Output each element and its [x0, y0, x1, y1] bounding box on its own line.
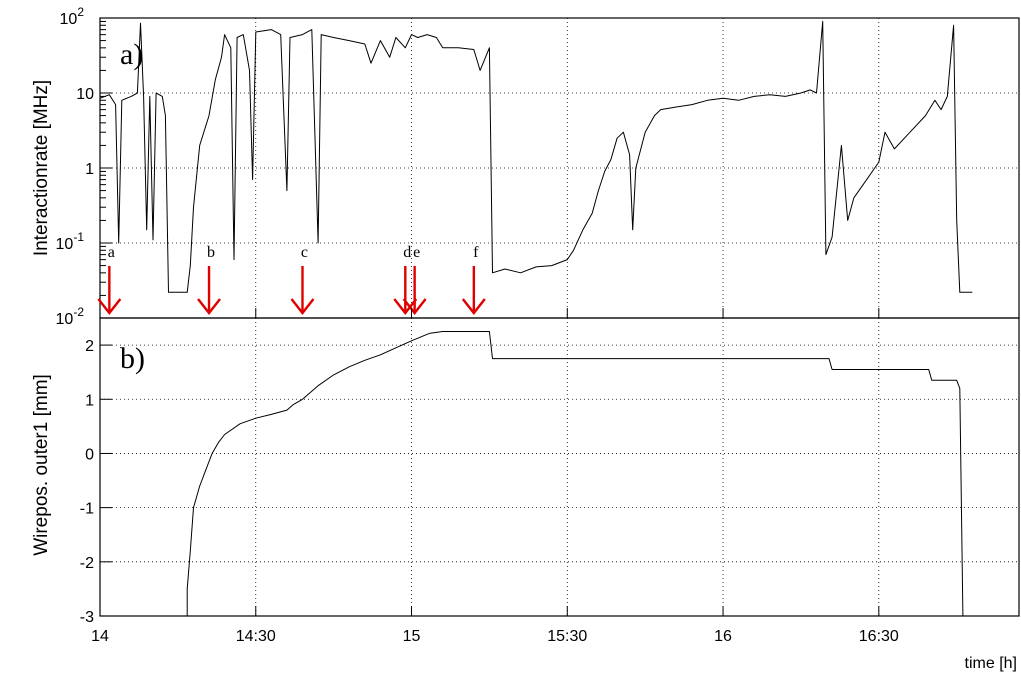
interaction-rate-trace — [99, 20, 973, 293]
plot-frame-top — [99, 17, 1020, 319]
y-tick-label-top: 102 — [60, 5, 85, 28]
y-tick-exponent: -1 — [73, 230, 84, 244]
x-tick-label: 15 — [403, 628, 421, 645]
marker-arrow-d: d — [393, 244, 418, 315]
x-axis-label: time [h] — [965, 655, 1017, 672]
y-tick-label-bottom: 2 — [85, 338, 94, 355]
arrow-label: f — [473, 244, 479, 261]
y-tick-label-bottom: 0 — [85, 446, 94, 463]
arrow-head — [393, 298, 418, 315]
panel-label-a: a) — [120, 38, 143, 71]
y-tick-exponent: 2 — [77, 5, 84, 19]
arrow-head — [402, 298, 427, 315]
y-tick-exponent: -2 — [73, 305, 84, 319]
arrow-label: a — [108, 244, 115, 261]
arrow-label: e — [413, 244, 420, 261]
marker-arrow-a: a — [97, 244, 122, 315]
arrow-label: d — [403, 244, 411, 261]
x-tick-label: 15:30 — [547, 628, 587, 645]
arrow-label: b — [207, 244, 215, 261]
y-tick-label-top: 10-2 — [56, 305, 85, 328]
x-tick-label: 14 — [91, 628, 109, 645]
marker-arrow-e: e — [402, 244, 427, 315]
arrow-head — [97, 298, 122, 315]
wire-position-panel: 2 1 0 -1 -2 -3 14 14:30 15 15:30 16 16:30 b) Wirep… — [31, 308, 1020, 672]
y-tick-label-bottom: -1 — [80, 501, 94, 518]
arrow-head — [197, 298, 221, 315]
y-tick-label-top: 10-1 — [56, 230, 85, 253]
y-axis-label-bottom: Wirepos. outer1 [mm] — [31, 374, 52, 556]
panel-label-b: b) — [120, 342, 145, 375]
marker-arrow-b: b — [197, 244, 221, 315]
arrow-label: c — [301, 244, 308, 261]
y-tick-label-bottom: -2 — [80, 555, 94, 572]
x-tick-label: 16 — [714, 628, 732, 645]
y-tick-label-bottom: -3 — [80, 609, 94, 626]
y-tick-label-bottom: 1 — [85, 392, 94, 409]
y-tick-label-top: 1 — [85, 161, 94, 178]
x-tick-label: 16:30 — [859, 628, 899, 645]
arrow-head — [290, 298, 315, 315]
y-axis-label-top: Interactionrate [MHz] — [31, 80, 52, 256]
marker-arrow-c: c — [290, 244, 315, 315]
plot-frame-bottom — [99, 317, 1020, 617]
y-tick-label-top: 10 — [76, 86, 94, 103]
x-tick-label: 14:30 — [236, 628, 276, 645]
arrow-head — [461, 298, 486, 315]
marker-arrow-f: f — [461, 244, 486, 315]
wire-position-trace — [186, 331, 964, 617]
